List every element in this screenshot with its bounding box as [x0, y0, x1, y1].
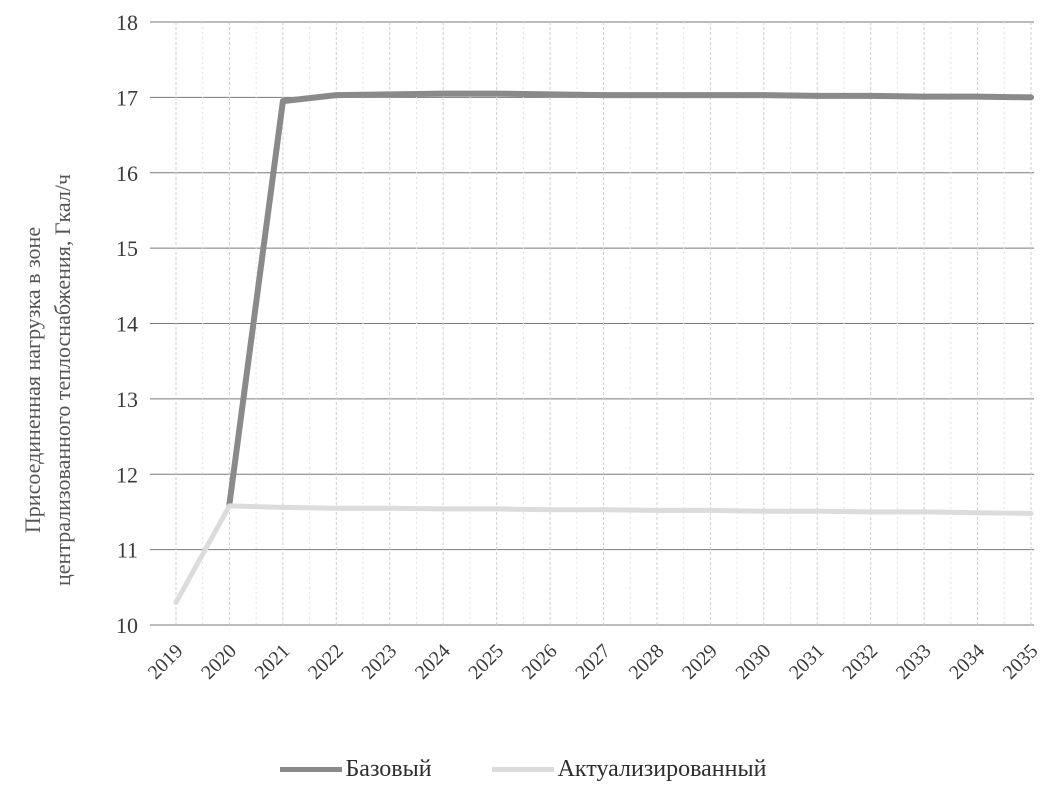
y-tick-label: 17: [116, 85, 138, 110]
y-axis-label-line: централизованного теплоснабжения, Гкал/ч: [50, 174, 75, 586]
x-tick-label: 2027: [571, 640, 615, 684]
legend-item-updated: Актуализированный: [491, 755, 767, 783]
x-tick-label: 2025: [464, 640, 508, 684]
y-axis-ticks: 10 11 12 13 14 15 16 17 18: [116, 10, 138, 638]
legend: Базовый Актуализированный: [0, 752, 1046, 786]
y-tick-label: 12: [116, 462, 138, 487]
y-axis-label: Присоединенная нагрузка в зоне централизо…: [20, 174, 75, 586]
x-tick-label: 2021: [251, 640, 295, 684]
x-tick-label: 2022: [304, 640, 348, 684]
series-lines: [173, 90, 1034, 605]
y-tick-label: 13: [116, 387, 138, 412]
y-tick-label: 16: [116, 161, 138, 186]
legend-label-updated: Актуализированный: [557, 755, 767, 782]
x-tick-label: 2031: [785, 640, 829, 684]
legend-item-base: Базовый: [279, 755, 432, 783]
legend-swatch-base: [279, 766, 342, 772]
x-tick-label: 2020: [197, 640, 241, 684]
legend-label-base: Базовый: [345, 755, 432, 782]
y-tick-label: 11: [117, 538, 138, 563]
x-tick-label: 2023: [357, 640, 401, 684]
y-tick-label: 15: [116, 236, 138, 261]
x-tick-label: 2035: [999, 640, 1043, 684]
x-tick-label: 2026: [518, 640, 562, 684]
x-tick-label: 2029: [678, 640, 722, 684]
x-tick-label: 2030: [732, 640, 776, 684]
x-tick-label: 2032: [838, 640, 882, 684]
x-axis-ticks: 2019 2020 2021 2022 2023 2024 2025 2026 2027 2028…: [144, 640, 1043, 684]
y-axis-label-line: Присоединенная нагрузка в зоне: [20, 227, 45, 533]
x-tick-label: 2019: [144, 640, 188, 684]
x-tick-label: 2034: [945, 640, 989, 684]
legend-swatch-updated: [491, 766, 554, 772]
y-tick-label: 18: [116, 10, 138, 35]
x-tick-label: 2028: [625, 640, 669, 684]
x-tick-label: 2033: [892, 640, 936, 684]
x-tick-label: 2024: [411, 640, 455, 684]
y-tick-label: 14: [116, 312, 138, 337]
series-line-base: [226, 90, 1034, 508]
y-tick-label: 10: [116, 613, 138, 638]
